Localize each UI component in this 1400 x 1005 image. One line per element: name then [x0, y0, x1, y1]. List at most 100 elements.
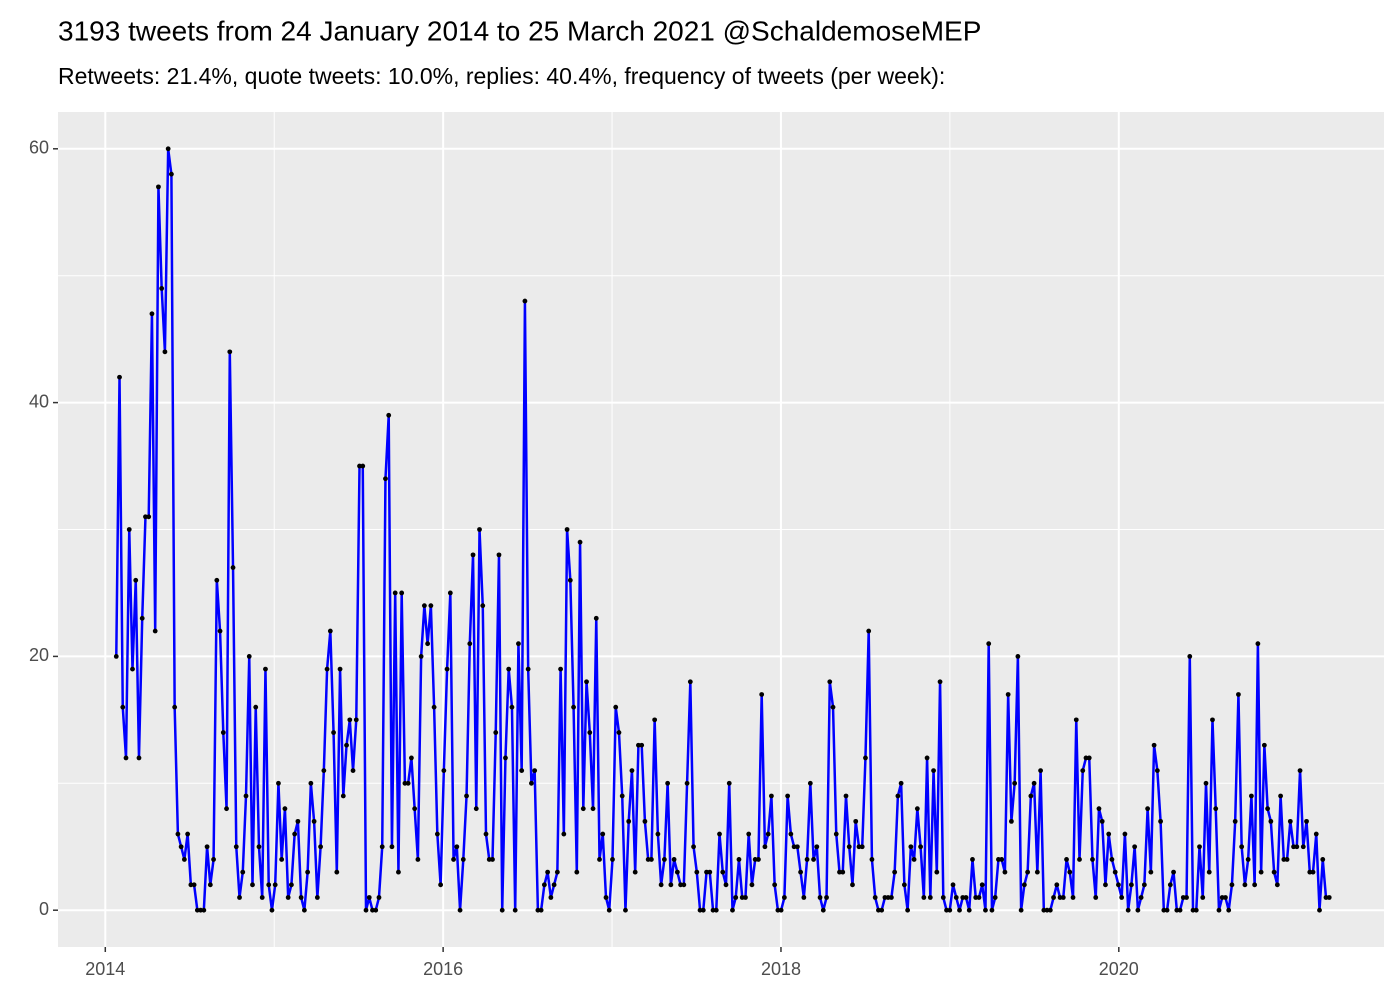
data-point — [1009, 818, 1014, 824]
data-point — [778, 907, 784, 913]
data-point — [337, 666, 343, 672]
data-point — [649, 857, 654, 862]
data-point — [496, 552, 502, 558]
data-point — [412, 806, 418, 812]
data-point — [976, 895, 982, 900]
data-point — [1018, 907, 1024, 913]
data-point — [298, 895, 304, 900]
data-point — [185, 831, 191, 837]
data-point — [629, 768, 635, 774]
data-point — [674, 869, 680, 875]
data-point — [334, 869, 340, 875]
data-point — [934, 869, 940, 875]
data-point — [253, 704, 259, 710]
data-point — [756, 857, 761, 862]
data-point — [713, 907, 719, 913]
data-point — [665, 780, 671, 786]
data-point — [169, 171, 174, 177]
data-point — [661, 857, 667, 862]
data-point — [927, 895, 933, 900]
data-point — [457, 907, 463, 913]
data-point — [895, 793, 901, 799]
data-point — [820, 907, 826, 913]
data-point — [1193, 907, 1199, 913]
data-point — [830, 704, 836, 710]
data-point — [123, 755, 129, 761]
data-point — [1125, 907, 1131, 913]
data-point — [1284, 857, 1290, 862]
y-tick-label: 40 — [29, 391, 49, 411]
data-point — [425, 641, 431, 647]
data-point — [610, 857, 615, 862]
x-tick-label: 2018 — [761, 959, 801, 979]
data-point — [1028, 793, 1034, 799]
data-point — [700, 907, 706, 913]
data-point — [931, 768, 936, 774]
data-point — [606, 907, 612, 913]
data-point — [289, 882, 294, 888]
data-point — [392, 590, 398, 596]
data-point — [1261, 742, 1267, 748]
data-point — [1093, 895, 1099, 900]
data-point — [1300, 844, 1306, 850]
data-point — [694, 869, 700, 875]
data-point — [1080, 768, 1086, 774]
data-point — [250, 882, 255, 888]
data-point — [947, 907, 953, 913]
data-point — [1242, 882, 1248, 888]
data-point — [473, 806, 479, 812]
data-point — [444, 666, 450, 672]
data-point — [658, 882, 664, 888]
data-point — [178, 844, 184, 850]
data-point — [743, 895, 748, 900]
data-point — [1138, 895, 1144, 900]
data-point — [133, 577, 139, 583]
data-point — [162, 349, 168, 355]
data-point — [347, 717, 353, 723]
data-point — [632, 869, 638, 875]
data-point — [1077, 857, 1082, 862]
data-point — [983, 907, 988, 913]
data-point — [460, 857, 466, 862]
data-point — [1177, 907, 1183, 913]
data-point — [1135, 907, 1141, 913]
data-point — [421, 603, 427, 609]
data-point — [593, 615, 599, 621]
data-point — [746, 831, 752, 837]
data-point — [434, 831, 440, 837]
data-point — [914, 806, 920, 812]
data-point — [642, 818, 648, 824]
data-point — [308, 780, 314, 786]
data-point — [1106, 831, 1112, 837]
data-point — [898, 780, 904, 786]
data-point — [1310, 869, 1316, 875]
data-point — [470, 552, 476, 558]
data-point — [1236, 692, 1241, 697]
data-point — [1031, 780, 1037, 786]
data-point — [833, 831, 839, 837]
data-point — [626, 818, 632, 824]
data-point — [415, 857, 421, 862]
data-point — [814, 844, 820, 850]
data-point — [331, 730, 336, 735]
data-point — [1112, 869, 1118, 875]
data-point — [1326, 895, 1332, 900]
data-point — [558, 666, 563, 672]
data-point — [1287, 818, 1293, 824]
data-point — [126, 527, 132, 532]
data-point — [1197, 844, 1202, 850]
data-point — [1268, 818, 1274, 824]
data-point — [383, 476, 388, 482]
data-point — [966, 907, 972, 913]
data-point — [684, 780, 690, 786]
y-tick-label: 60 — [29, 138, 49, 158]
data-point — [869, 857, 875, 862]
data-point — [230, 565, 236, 570]
data-point — [467, 641, 473, 647]
data-point — [769, 793, 774, 799]
data-point — [149, 311, 155, 317]
data-point — [324, 666, 330, 672]
data-point — [567, 577, 573, 583]
data-point — [1038, 768, 1043, 774]
